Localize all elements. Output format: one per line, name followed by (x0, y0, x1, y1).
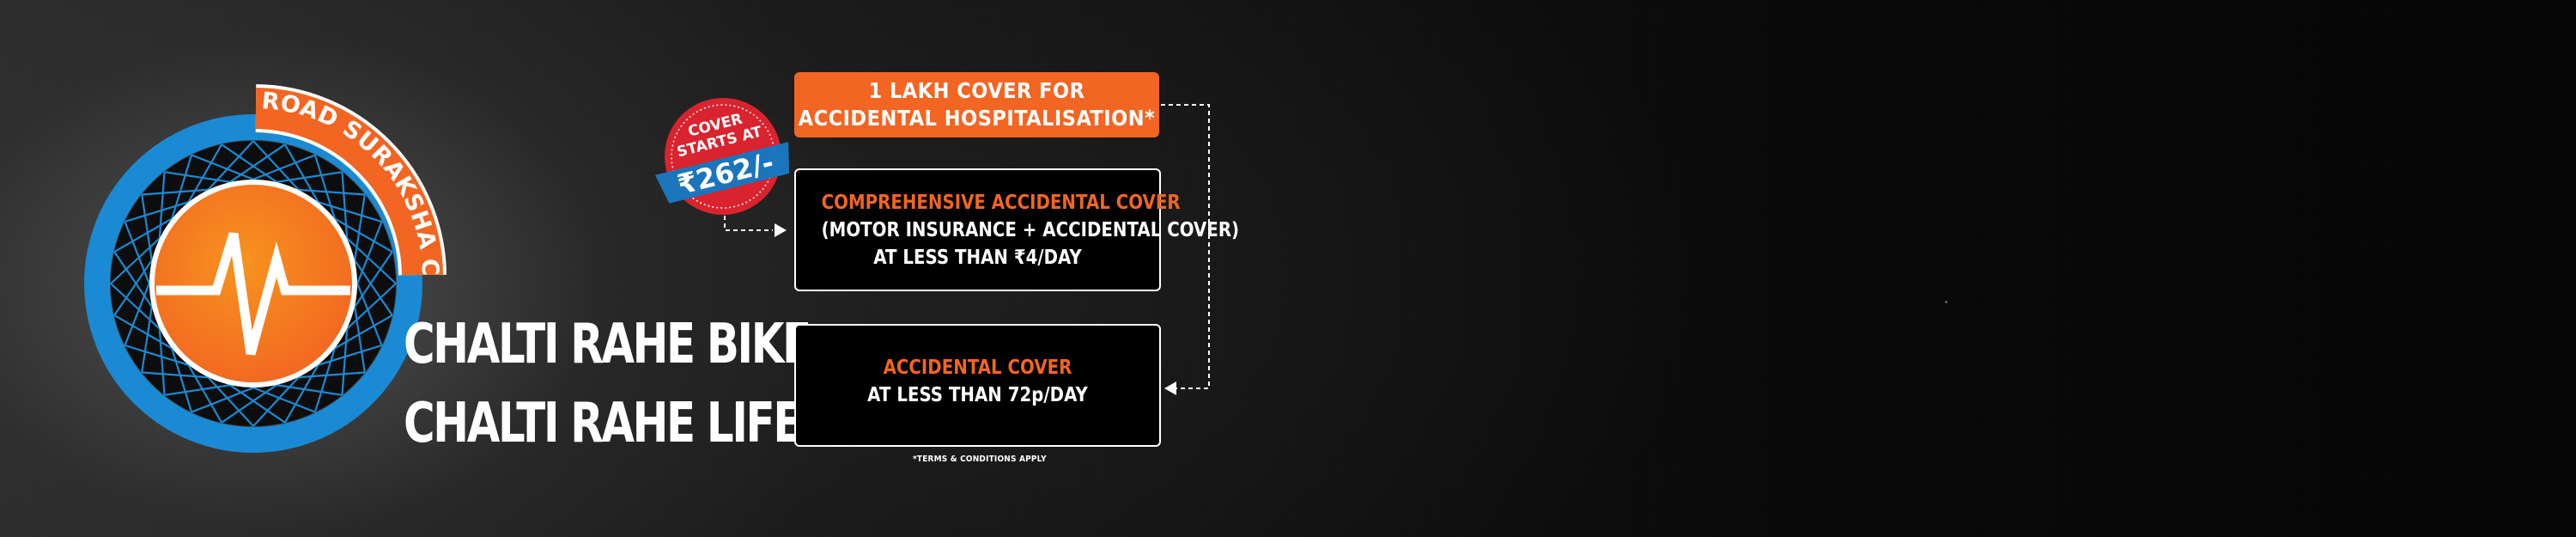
hospitalisation-line-1: 1 LAKH COVER FOR (868, 78, 1085, 103)
orange-hub (149, 180, 357, 387)
hospitalisation-cover-box: 1 LAKH COVER FOR ACCIDENTAL HOSPITALISAT… (794, 72, 1159, 137)
tagline-line-2: CHALTI RAHE LIFE (404, 392, 802, 455)
comprehensive-cover-subtitle: (MOTOR INSURANCE + ACCIDENTAL COVER) (821, 219, 1240, 241)
comprehensive-cover-title: COMPREHENSIVE ACCIDENTAL COVER (821, 192, 1181, 214)
road-suraksha-cover-logo: ROAD SURAKSHA COVER (52, 69, 447, 453)
wheel-rim (84, 114, 422, 453)
accidental-cover-title: ACCIDENTAL COVER (883, 357, 1072, 379)
comprehensive-cover-price: AT LESS THAN ₹4/DAY (873, 247, 1082, 269)
tagline-line-1: CHALTI RAHE BIKE (404, 313, 811, 376)
accidental-cover-box: ACCIDENTAL COVER AT LESS THAN 72p/DAY (794, 324, 1161, 447)
hospitalisation-line-2: ACCIDENTAL HOSPITALISATION* (798, 106, 1156, 131)
accidental-cover-price: AT LESS THAN 72p/DAY (867, 384, 1088, 406)
comprehensive-cover-box: COMPREHENSIVE ACCIDENTAL COVER (MOTOR IN… (794, 168, 1240, 291)
dust-speck (1945, 301, 1947, 303)
badge-ribbon (654, 142, 790, 204)
tagline: CHALTI RAHE BIKE CHALTI RAHE LIFE (404, 305, 811, 463)
heartbeat-icon (156, 232, 350, 356)
price-badge: COVER STARTS AT ₹262/- (654, 98, 790, 215)
terms-note: *TERMS & CONDITIONS APPLY (913, 455, 1047, 464)
